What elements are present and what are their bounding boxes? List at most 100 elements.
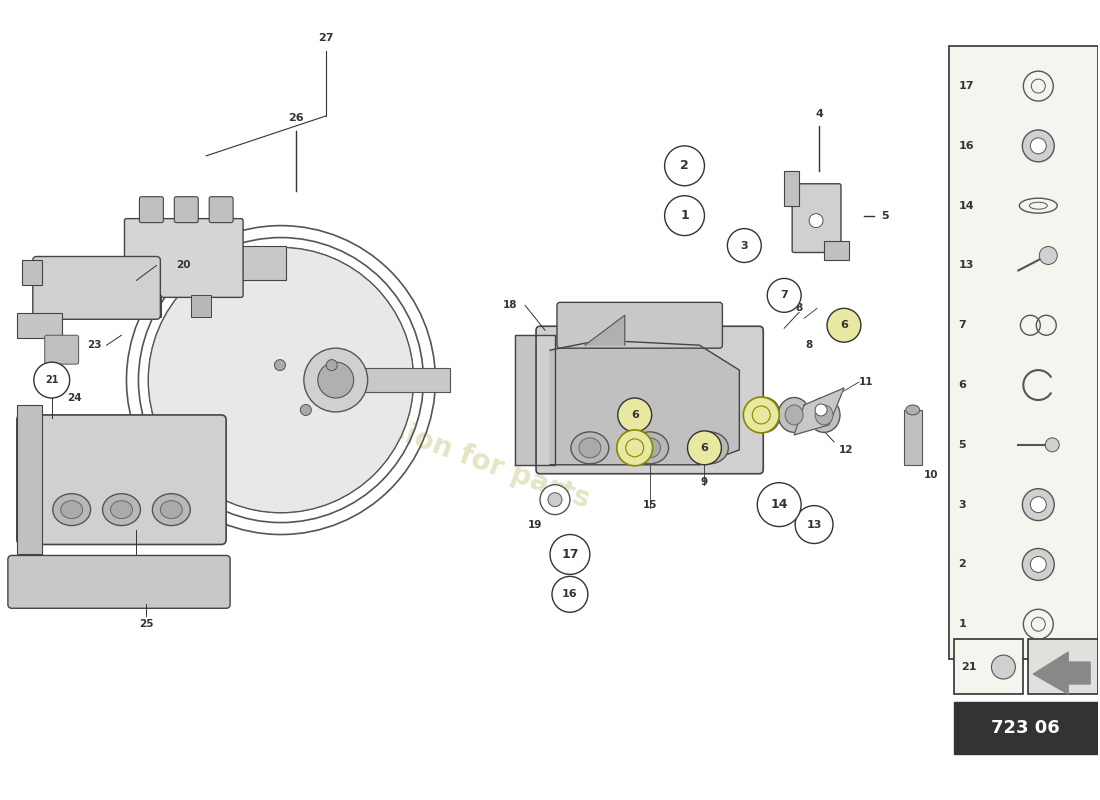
Ellipse shape xyxy=(905,405,920,415)
Circle shape xyxy=(744,397,779,433)
Ellipse shape xyxy=(110,501,132,518)
Circle shape xyxy=(757,482,801,526)
FancyBboxPatch shape xyxy=(140,197,163,222)
Text: 723 06: 723 06 xyxy=(991,719,1059,737)
FancyBboxPatch shape xyxy=(948,46,1098,659)
Ellipse shape xyxy=(579,438,601,458)
Text: 12: 12 xyxy=(839,445,854,455)
Text: a passion for parts: a passion for parts xyxy=(307,386,594,514)
Text: 13: 13 xyxy=(806,519,822,530)
Text: 16: 16 xyxy=(562,590,578,599)
Circle shape xyxy=(275,360,285,370)
Polygon shape xyxy=(794,388,844,435)
Text: 16: 16 xyxy=(958,141,975,151)
FancyBboxPatch shape xyxy=(792,184,842,253)
Circle shape xyxy=(1031,138,1046,154)
Text: 15: 15 xyxy=(642,500,657,510)
FancyBboxPatch shape xyxy=(124,218,243,298)
Text: 6: 6 xyxy=(958,380,967,390)
Circle shape xyxy=(795,506,833,543)
Circle shape xyxy=(1022,549,1054,580)
Ellipse shape xyxy=(808,398,840,432)
Circle shape xyxy=(1040,246,1057,265)
Text: 19: 19 xyxy=(528,519,542,530)
Ellipse shape xyxy=(756,405,773,425)
Text: 6: 6 xyxy=(630,410,639,420)
Circle shape xyxy=(1022,130,1054,162)
Ellipse shape xyxy=(153,494,190,526)
Polygon shape xyxy=(515,335,556,465)
Circle shape xyxy=(827,308,861,342)
Text: 21: 21 xyxy=(45,375,58,385)
Circle shape xyxy=(300,405,311,415)
Ellipse shape xyxy=(60,501,82,518)
Text: 10: 10 xyxy=(924,470,938,480)
Bar xyxy=(784,170,799,206)
Bar xyxy=(16,405,42,554)
Circle shape xyxy=(1031,497,1046,513)
Polygon shape xyxy=(585,315,625,345)
Circle shape xyxy=(1022,489,1054,521)
Text: 5: 5 xyxy=(881,210,889,221)
FancyBboxPatch shape xyxy=(954,702,1098,754)
Text: 5: 5 xyxy=(958,440,966,450)
Text: 1: 1 xyxy=(680,209,689,222)
Text: 7: 7 xyxy=(958,320,966,330)
Text: 26: 26 xyxy=(288,113,304,123)
Circle shape xyxy=(991,655,1015,679)
Circle shape xyxy=(327,360,338,370)
Text: 7: 7 xyxy=(780,290,788,300)
FancyBboxPatch shape xyxy=(174,197,198,222)
Text: 3: 3 xyxy=(740,241,748,250)
Text: 21: 21 xyxy=(961,662,977,672)
Ellipse shape xyxy=(698,438,720,458)
Text: 22: 22 xyxy=(129,559,144,570)
Text: 6: 6 xyxy=(840,320,848,330)
Circle shape xyxy=(617,430,652,466)
Ellipse shape xyxy=(161,501,183,518)
Circle shape xyxy=(148,247,414,513)
Ellipse shape xyxy=(571,432,608,464)
Bar xyxy=(904,410,922,465)
FancyBboxPatch shape xyxy=(209,197,233,222)
Text: 2: 2 xyxy=(958,559,966,570)
Circle shape xyxy=(1045,438,1059,452)
Text: 3: 3 xyxy=(958,500,966,510)
Text: 17: 17 xyxy=(958,81,975,91)
FancyBboxPatch shape xyxy=(954,639,1023,694)
Text: 2: 2 xyxy=(680,159,689,172)
Text: 23: 23 xyxy=(87,340,101,350)
Text: 4: 4 xyxy=(815,109,823,119)
Text: 8: 8 xyxy=(795,303,803,314)
Bar xyxy=(22,261,42,286)
Ellipse shape xyxy=(691,432,728,464)
Text: 8: 8 xyxy=(805,340,813,350)
Text: 17: 17 xyxy=(561,548,579,561)
Circle shape xyxy=(618,398,651,432)
Text: 25: 25 xyxy=(140,619,154,630)
Ellipse shape xyxy=(639,438,661,458)
Circle shape xyxy=(664,146,704,186)
Ellipse shape xyxy=(778,398,810,432)
Text: 24: 24 xyxy=(67,393,81,403)
Circle shape xyxy=(548,493,562,506)
Bar xyxy=(241,246,286,281)
FancyBboxPatch shape xyxy=(1028,639,1098,694)
Bar xyxy=(351,368,450,392)
Text: 14: 14 xyxy=(958,201,975,210)
Bar xyxy=(824,241,849,261)
FancyBboxPatch shape xyxy=(557,302,723,348)
Text: 11: 11 xyxy=(859,377,873,387)
Text: 13: 13 xyxy=(958,261,974,270)
Ellipse shape xyxy=(785,405,803,425)
Ellipse shape xyxy=(748,398,780,432)
Circle shape xyxy=(688,431,722,465)
Bar xyxy=(142,295,162,318)
FancyBboxPatch shape xyxy=(536,326,763,474)
FancyBboxPatch shape xyxy=(33,257,161,319)
Circle shape xyxy=(626,439,644,457)
Polygon shape xyxy=(550,340,739,465)
Text: 18: 18 xyxy=(503,300,517,310)
Ellipse shape xyxy=(815,405,833,425)
Polygon shape xyxy=(1033,652,1090,694)
